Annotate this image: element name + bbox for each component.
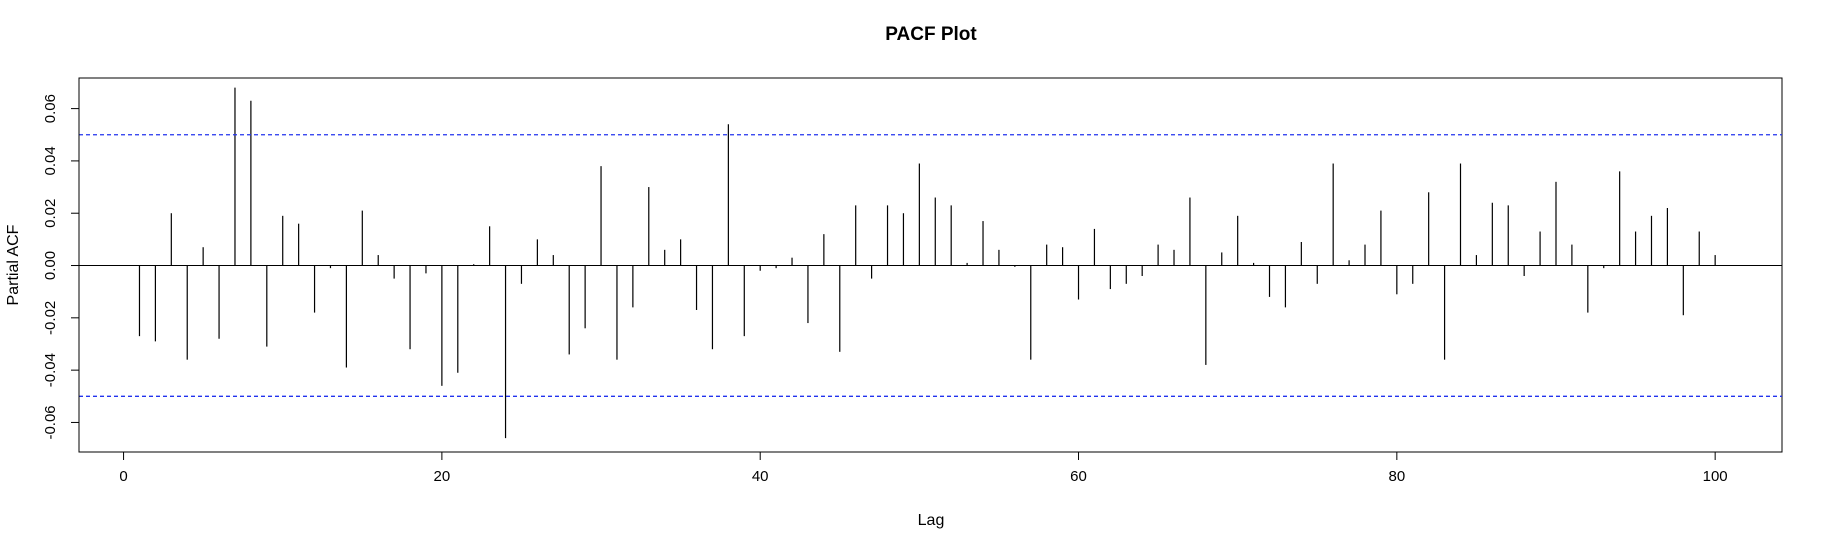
chart-title: PACF Plot bbox=[885, 24, 977, 45]
y-tick-label: 0.04 bbox=[42, 146, 59, 175]
y-tick-label: -0.06 bbox=[42, 405, 59, 439]
x-tick-label: 80 bbox=[1388, 468, 1405, 485]
bar-series bbox=[138, 87, 1716, 439]
y-tick-label: -0.04 bbox=[42, 353, 59, 387]
x-tick-label: 20 bbox=[434, 468, 451, 485]
x-tick-label: 40 bbox=[752, 468, 769, 485]
y-axis: -0.06 -0.04 -0.02 0.00 0.02 0.04 0.06 bbox=[42, 94, 80, 440]
y-tick-label: 0.00 bbox=[42, 251, 59, 280]
x-tick-label: 60 bbox=[1070, 468, 1087, 485]
y-tick-label: -0.02 bbox=[42, 301, 59, 335]
y-tick-label: 0.06 bbox=[42, 94, 59, 123]
x-axis-label: Lag bbox=[918, 512, 945, 529]
x-tick-label: 100 bbox=[1703, 468, 1728, 485]
x-axis: 0 20 40 60 80 100 bbox=[119, 451, 1728, 485]
y-axis-label: Partial ACF bbox=[5, 224, 22, 305]
y-tick-label: 0.02 bbox=[42, 199, 59, 228]
x-tick-label: 0 bbox=[119, 468, 127, 485]
